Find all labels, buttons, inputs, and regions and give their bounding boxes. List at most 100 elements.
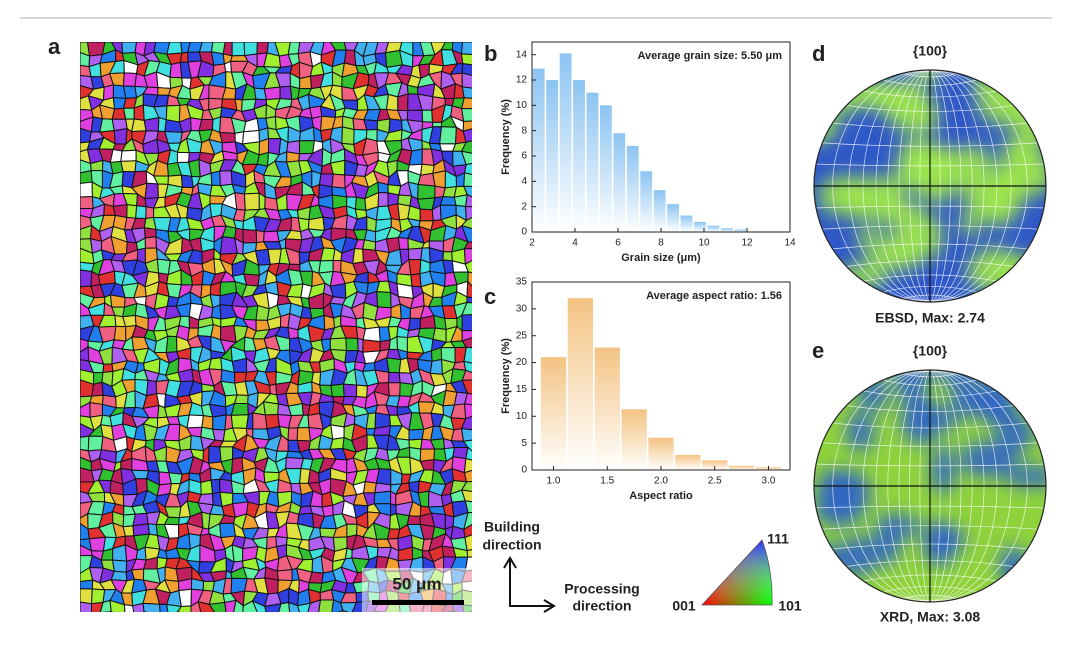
panel-label: c <box>484 284 496 309</box>
grain <box>372 610 375 612</box>
y-tick-label: 15 <box>516 384 528 395</box>
grain <box>407 247 423 261</box>
ipf-label: 101 <box>778 598 802 614</box>
grain <box>474 330 487 338</box>
grain <box>133 104 145 122</box>
grain <box>474 600 487 617</box>
grain <box>166 42 183 55</box>
grain <box>110 611 114 612</box>
grain <box>460 42 472 56</box>
grain <box>461 337 472 349</box>
grain <box>178 588 192 608</box>
grain <box>420 613 435 625</box>
grain <box>408 428 425 441</box>
grain <box>317 611 321 612</box>
bar <box>694 221 706 232</box>
grain <box>362 339 381 353</box>
grain <box>475 460 487 474</box>
grain <box>329 159 346 176</box>
grain <box>477 197 487 207</box>
bar <box>734 229 747 232</box>
grain <box>466 280 472 299</box>
grain <box>460 415 472 431</box>
grain <box>164 130 183 144</box>
grain <box>461 97 472 110</box>
bar <box>599 105 612 232</box>
grain <box>463 457 472 474</box>
grain <box>145 206 155 220</box>
x-tick-label: 10 <box>698 238 710 249</box>
ebsd-map <box>80 42 487 625</box>
grain <box>224 599 237 612</box>
grain <box>265 611 269 612</box>
grain <box>296 602 312 612</box>
grain <box>296 426 312 442</box>
grain <box>124 615 136 625</box>
grain <box>262 401 280 416</box>
grain <box>421 109 434 123</box>
grain <box>474 479 487 491</box>
x-tick-label: 8 <box>658 238 664 249</box>
y-tick-label: 12 <box>516 75 528 86</box>
grain <box>474 226 487 244</box>
grain <box>80 588 93 605</box>
grain <box>109 294 126 308</box>
grain <box>411 613 422 625</box>
grain <box>461 63 472 76</box>
grain <box>408 148 423 166</box>
grain <box>80 601 93 612</box>
grain <box>453 610 460 612</box>
grain <box>243 192 260 211</box>
y-tick-label: 10 <box>516 411 528 422</box>
texture-blob <box>846 411 875 452</box>
grain <box>474 449 487 461</box>
grain <box>398 613 412 625</box>
grain <box>397 93 409 112</box>
annotation: Average grain size: 5.50 μm <box>638 50 783 62</box>
grain <box>386 357 402 374</box>
grain <box>176 605 192 612</box>
grain <box>198 118 214 132</box>
y-tick-label: 5 <box>521 438 527 449</box>
grain <box>231 42 246 57</box>
grain <box>318 599 335 612</box>
grain <box>408 258 422 276</box>
grain <box>109 599 126 612</box>
bar <box>621 409 647 470</box>
grain <box>478 371 487 383</box>
grain <box>473 249 487 264</box>
y-tick-label: 0 <box>521 465 527 476</box>
grain <box>385 93 399 112</box>
bar <box>648 437 674 470</box>
grain <box>467 271 472 287</box>
grain <box>417 172 436 187</box>
bar <box>667 204 680 232</box>
grain <box>473 425 487 440</box>
bar <box>626 145 639 232</box>
grain <box>461 369 472 381</box>
grain <box>233 394 249 405</box>
x-tick-label: 2 <box>529 238 535 249</box>
grain <box>362 326 381 343</box>
direction-label: Processing <box>564 581 639 597</box>
scale-bar-label: 50 μm <box>392 574 441 593</box>
direction-arrows <box>503 556 556 613</box>
ipf-label: 111 <box>767 531 789 547</box>
grain <box>461 302 472 316</box>
grain <box>478 99 487 111</box>
grain <box>113 325 127 342</box>
texture-blob <box>959 440 1018 477</box>
grain <box>144 236 158 249</box>
grain <box>287 403 304 417</box>
grain <box>143 116 160 132</box>
grain <box>208 601 227 612</box>
panel-label: a <box>48 34 61 59</box>
grain <box>113 128 128 145</box>
ipf-label: 001 <box>672 598 696 614</box>
x-tick-label: 6 <box>615 238 621 249</box>
grain <box>89 401 103 418</box>
grain <box>474 611 487 625</box>
bar <box>680 215 693 232</box>
grain <box>160 615 168 625</box>
grain <box>264 611 267 612</box>
